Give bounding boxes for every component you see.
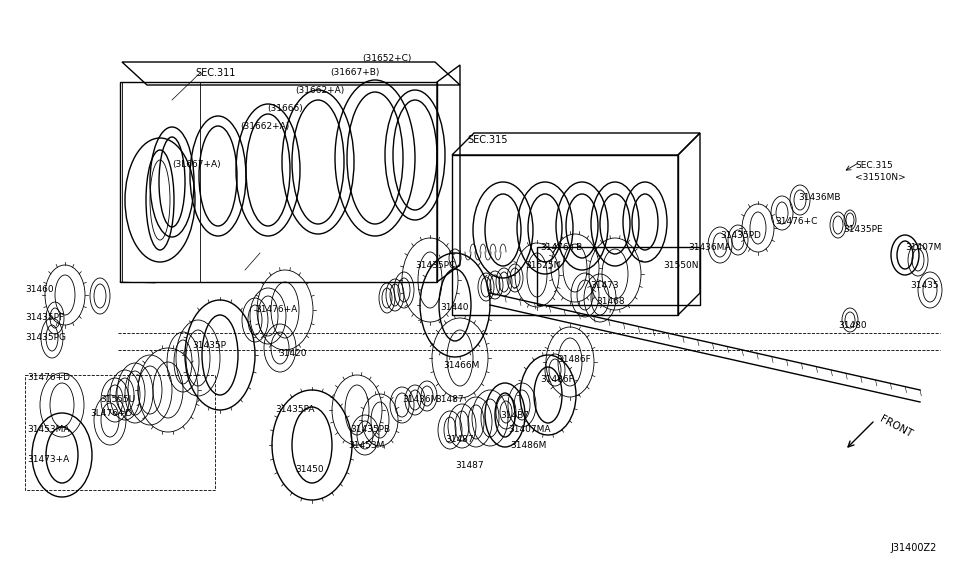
Text: (31667+B): (31667+B) (330, 68, 379, 78)
Text: 31440: 31440 (440, 303, 469, 312)
Text: 31468: 31468 (596, 298, 625, 307)
Text: 31420: 31420 (278, 349, 306, 358)
Text: 31460: 31460 (25, 285, 54, 294)
Text: SEC.311: SEC.311 (195, 68, 235, 78)
Text: 31435: 31435 (910, 281, 939, 289)
Text: 3L476+D: 3L476+D (90, 409, 133, 418)
Text: 31487: 31487 (435, 396, 464, 405)
Text: 31473+A: 31473+A (27, 456, 69, 465)
Text: 31407M: 31407M (905, 243, 942, 252)
Text: 31476+C: 31476+C (775, 217, 817, 226)
Text: (31662+A): (31662+A) (295, 85, 344, 95)
Text: 31435PG: 31435PG (25, 333, 66, 342)
Text: 31435PA: 31435PA (275, 405, 315, 414)
Text: 31487: 31487 (445, 435, 474, 444)
Text: 31435PB: 31435PB (350, 426, 390, 435)
Text: 31476+B: 31476+B (540, 243, 582, 252)
Text: 31435P: 31435P (192, 341, 226, 349)
Text: 314B7: 314B7 (500, 410, 529, 419)
Text: (31666): (31666) (267, 104, 303, 113)
Text: 31486M: 31486M (510, 440, 546, 449)
Text: 31435PF: 31435PF (25, 314, 64, 323)
Text: 31525N: 31525N (525, 260, 561, 269)
Text: 31487: 31487 (455, 461, 484, 470)
Text: 31453M: 31453M (348, 440, 384, 449)
Text: (31662+A): (31662+A) (240, 122, 290, 131)
Text: 31453MA: 31453MA (27, 426, 69, 435)
Text: 31476+D: 31476+D (27, 374, 70, 383)
Text: SEC.315: SEC.315 (467, 135, 508, 145)
Text: 31407MA: 31407MA (508, 426, 551, 435)
Text: 31555U: 31555U (100, 396, 136, 405)
Text: 31480: 31480 (838, 320, 867, 329)
Text: 31473: 31473 (590, 281, 618, 289)
Text: 31436M: 31436M (402, 396, 439, 405)
Text: 31435PC: 31435PC (415, 260, 455, 269)
Text: 31450: 31450 (295, 465, 324, 474)
Text: 31486F: 31486F (557, 355, 591, 365)
Text: J31400Z2: J31400Z2 (890, 543, 936, 553)
Text: 31550N: 31550N (663, 260, 698, 269)
Text: SEC.315: SEC.315 (855, 161, 893, 169)
Text: 31486F: 31486F (540, 375, 573, 384)
Text: FRONT: FRONT (878, 414, 914, 439)
Text: <31510N>: <31510N> (855, 174, 906, 182)
Text: (3L667+A): (3L667+A) (172, 161, 220, 169)
Text: 31436MA: 31436MA (688, 243, 730, 252)
Text: 31435PE: 31435PE (843, 225, 882, 234)
Text: 31466M: 31466M (443, 361, 480, 370)
Text: 31436MB: 31436MB (798, 192, 840, 201)
Text: 31476+A: 31476+A (255, 306, 297, 315)
Text: 31435PD: 31435PD (720, 230, 760, 239)
Text: (31652+C): (31652+C) (362, 54, 411, 62)
